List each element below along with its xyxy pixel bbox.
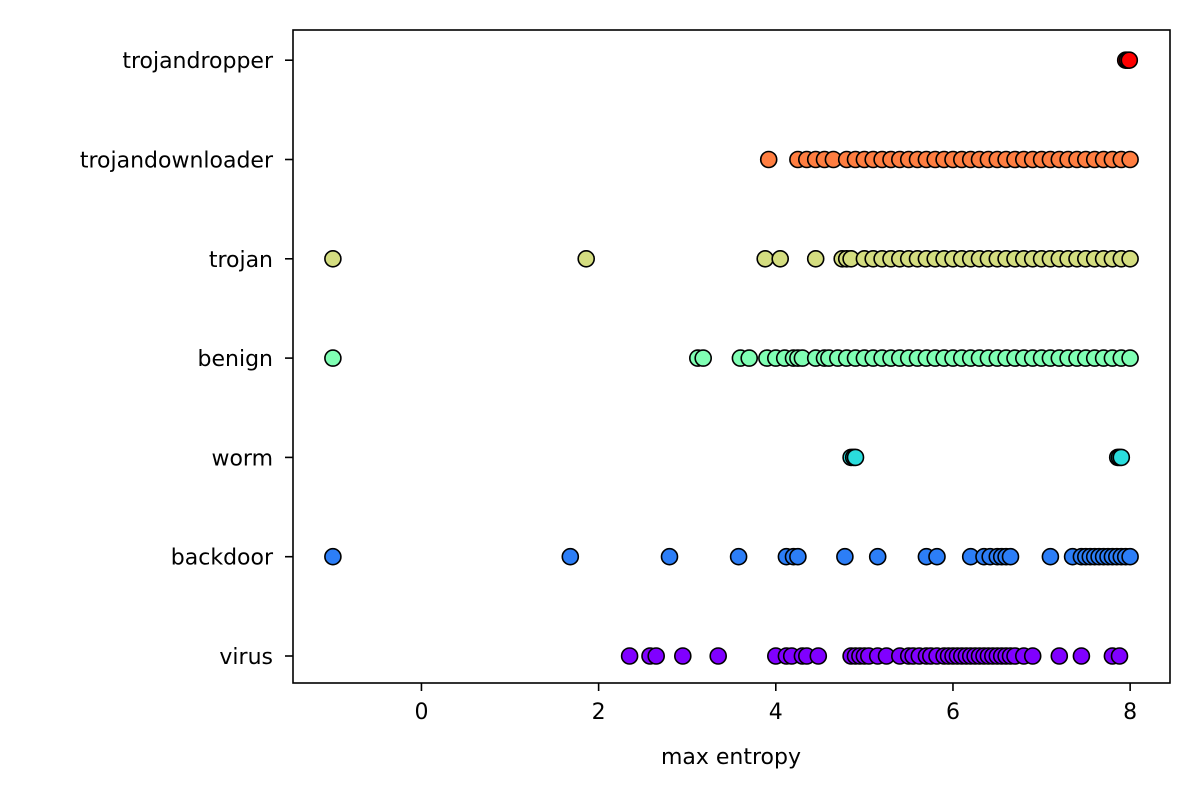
point-trojandownloader-0 [759, 150, 778, 169]
point-virus-3 [673, 647, 692, 665]
y-tick-label-virus: virus [219, 645, 273, 670]
y-axis: virus backdoor worm benign trojan trojandownl… [80, 49, 293, 670]
point-trojan-1 [577, 249, 596, 268]
x-axis: 0 2 4 6 8 [414, 683, 1137, 725]
series-backdoor [324, 547, 1139, 566]
point-trojan-38 [1121, 249, 1139, 268]
point-trojandownloader-38 [1121, 150, 1139, 169]
point-backdoor-6 [789, 547, 807, 566]
point-benign-0 [324, 349, 342, 367]
point-benign-4 [740, 349, 759, 367]
x-tick-label-8: 8 [1123, 700, 1137, 725]
point-virus-47 [1110, 647, 1129, 665]
x-tick-label-0: 0 [414, 700, 428, 725]
series-trojan [324, 249, 1139, 268]
point-backdoor-8 [868, 547, 887, 566]
y-tick-label-benign: benign [198, 347, 273, 372]
point-benign-2 [694, 349, 713, 367]
point-trojan-2 [756, 249, 775, 268]
point-virus-10 [809, 647, 828, 665]
y-tick-label-worm: worm [211, 446, 273, 471]
point-backdoor-0 [324, 547, 342, 566]
series-trojandropper [1116, 51, 1139, 70]
y-tick-label-trojan: trojan [209, 248, 273, 273]
y-tick-label-trojandownloader: trojandownloader [80, 149, 274, 174]
point-backdoor-7 [836, 547, 854, 566]
point-worm-5 [1112, 448, 1131, 467]
point-virus-0 [620, 647, 639, 665]
point-backdoor-17 [1001, 547, 1020, 566]
series-benign [324, 349, 1139, 367]
point-benign-47 [1121, 349, 1139, 367]
point-virus-44 [1050, 647, 1069, 665]
x-tick-label-6: 6 [946, 700, 960, 725]
point-backdoor-10 [928, 547, 946, 566]
point-worm-2 [846, 448, 865, 467]
y-tick-label-trojandropper: trojandropper [122, 49, 274, 74]
point-backdoor-2 [660, 547, 679, 566]
x-tick-label-4: 4 [769, 700, 783, 725]
point-backdoor-31 [1121, 547, 1139, 566]
point-virus-45 [1072, 647, 1091, 665]
point-backdoor-18 [1041, 547, 1060, 566]
point-trojan-3 [771, 249, 790, 268]
point-trojan-0 [324, 249, 342, 268]
point-trojan-4 [806, 249, 825, 268]
points-layer [324, 51, 1139, 665]
x-tick-label-2: 2 [592, 700, 606, 725]
x-axis-title: max entropy [661, 745, 801, 770]
point-virus-43 [1023, 647, 1042, 665]
series-worm [842, 448, 1131, 467]
series-virus [620, 647, 1129, 665]
plot-frame [292, 29, 1171, 684]
y-tick-label-backdoor: backdoor [171, 546, 274, 571]
series-trojandownloader [759, 150, 1139, 169]
point-backdoor-3 [729, 547, 748, 566]
point-backdoor-1 [561, 547, 580, 566]
point-virus-2 [647, 647, 666, 665]
point-trojandropper-2 [1120, 51, 1139, 70]
point-virus-4 [709, 647, 728, 665]
